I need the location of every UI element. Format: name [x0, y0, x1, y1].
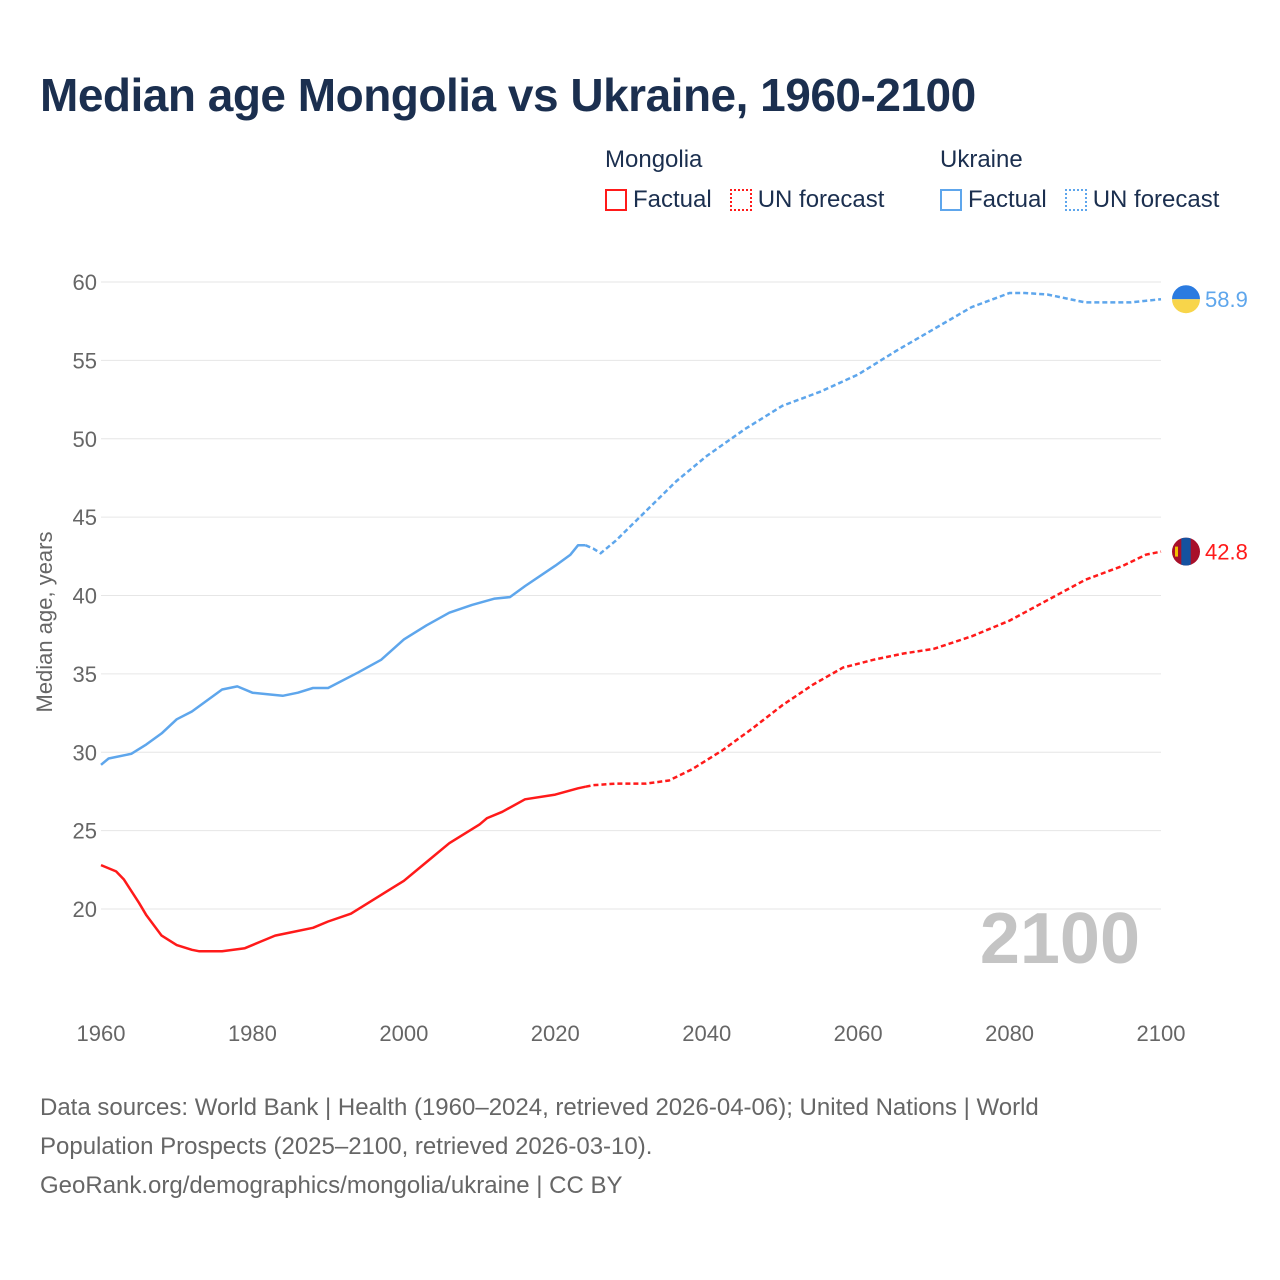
mongolia-forecast-line: [585, 550, 1162, 788]
legend-ukraine: Ukraine Factual UN forecast: [940, 146, 1219, 214]
legend-ukraine-factual[interactable]: Factual: [940, 186, 1047, 214]
legend-label: Factual: [633, 186, 712, 213]
dotted-swatch-icon: [1064, 189, 1087, 211]
x-tick-label: 2000: [379, 1021, 428, 1046]
x-tick-label: 2020: [531, 1021, 580, 1046]
x-tick-label: 2080: [985, 1021, 1034, 1046]
x-tick-label: 1960: [77, 1021, 126, 1046]
y-tick-label: 60: [73, 270, 97, 295]
y-axis-label: Median age, years: [32, 532, 57, 713]
year-watermark: 2100: [980, 899, 1140, 979]
source-link[interactable]: GeoRank.org/demographics/mongolia/ukrain…: [40, 1172, 623, 1199]
y-tick-label: 50: [73, 427, 97, 452]
y-tick-label: 35: [73, 662, 97, 687]
x-tick-label: 2100: [1137, 1021, 1186, 1046]
source-line-1: Data sources: World Bank | Health (1960–…: [40, 1094, 1039, 1121]
ukraine-end-label: 58.9: [1205, 287, 1248, 312]
dotted-swatch-icon: [729, 189, 752, 211]
y-tick-label: 20: [73, 897, 97, 922]
x-tick-label: 2060: [834, 1021, 883, 1046]
legend-group-label: Mongolia: [605, 146, 703, 173]
ukraine-flag-icon: [1172, 285, 1200, 314]
chart-title: Median age Mongolia vs Ukraine, 1960-210…: [40, 69, 976, 121]
line-chart: 20 25 30 35 40 45 50 55 60 1960 1980 2000 2020 2040 20…: [32, 270, 1248, 1046]
legend-mongolia-forecast[interactable]: UN forecast: [729, 186, 885, 214]
mongolia-end-label: 42.8: [1205, 540, 1248, 565]
footer: Data sources: World Bank | Health (1960–…: [40, 1088, 1200, 1205]
solid-swatch-icon: [940, 189, 962, 211]
y-tick-label: 40: [73, 584, 97, 609]
y-tick-label: 25: [73, 819, 97, 844]
legend-mongolia: Mongolia Factual UN forecast: [605, 146, 884, 214]
legend-mongolia-factual[interactable]: Factual: [605, 186, 712, 214]
ukraine-forecast-line: [585, 291, 1162, 555]
y-tick-label: 30: [73, 740, 97, 765]
mongolia-flag-icon: [1172, 537, 1200, 566]
legend-label: Factual: [968, 186, 1047, 213]
mongolia-factual-line: [100, 785, 586, 953]
legend-label: UN forecast: [757, 186, 885, 213]
y-tick-label: 45: [73, 505, 97, 530]
x-tick-label: 1980: [228, 1021, 277, 1046]
solid-swatch-icon: [605, 189, 627, 211]
ukraine-factual-line: [100, 544, 586, 766]
x-tick-label: 2040: [682, 1021, 731, 1046]
legend-group-label: Ukraine: [940, 146, 1023, 173]
legend-label: UN forecast: [1092, 186, 1220, 213]
y-tick-label: 55: [73, 348, 97, 373]
legend-ukraine-forecast[interactable]: UN forecast: [1064, 186, 1220, 214]
source-line-2: Population Prospects (2025–2100, retriev…: [40, 1133, 653, 1160]
